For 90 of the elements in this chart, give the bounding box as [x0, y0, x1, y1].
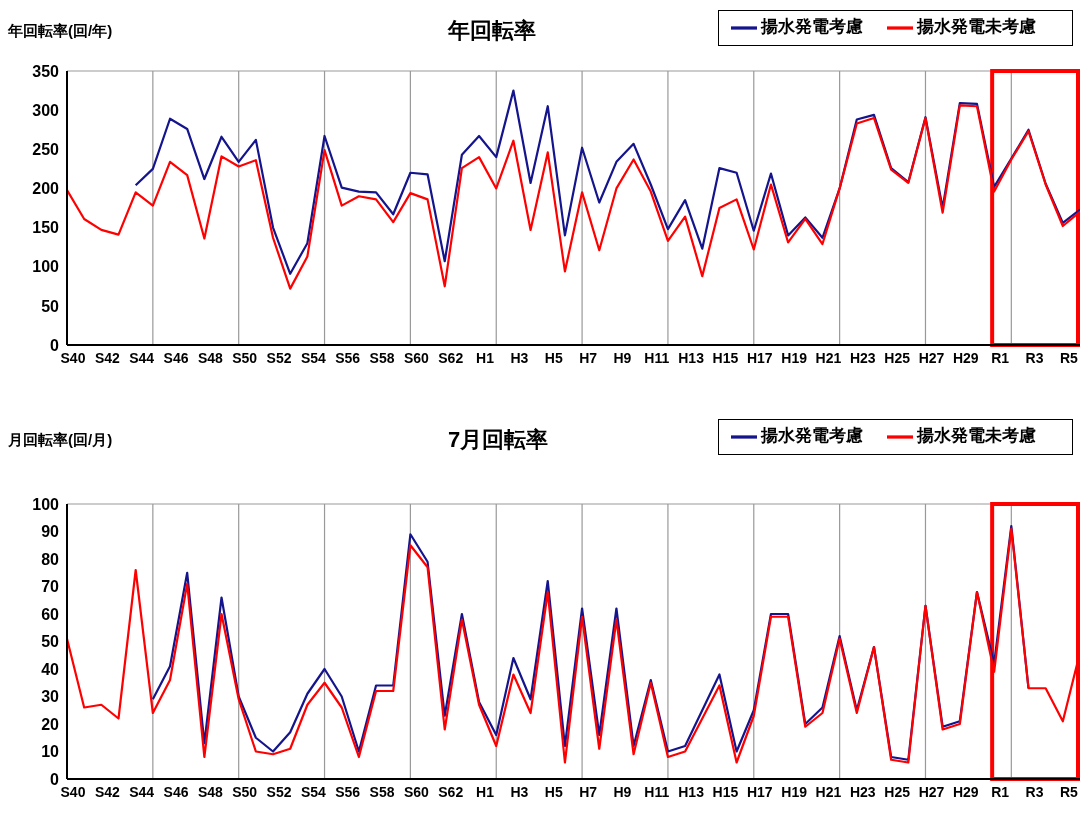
- x-tick-label: S46: [163, 783, 189, 800]
- x-tick-label: H23: [849, 783, 876, 800]
- chart-title: 7月回転率: [448, 426, 549, 454]
- y-axis-title: 年回転率(回/年): [8, 22, 113, 41]
- y-tick-label: 90: [41, 523, 60, 541]
- line-series: [134, 89, 1080, 275]
- x-tick-label: S42: [94, 349, 120, 366]
- x-tick-label: R3: [1025, 783, 1044, 800]
- x-tick-label: S56: [335, 783, 361, 800]
- x-tick-label: R1: [991, 783, 1010, 800]
- x-tick-label: S62: [438, 783, 464, 800]
- x-tick-label: H3: [510, 349, 529, 366]
- x-tick-label: H15: [712, 349, 739, 366]
- y-tick-label: 40: [41, 660, 60, 678]
- x-tick-label: R5: [1059, 349, 1078, 366]
- x-tick-label: R3: [1025, 349, 1044, 366]
- y-tick-label: 200: [32, 180, 60, 198]
- x-tick-label: H17: [746, 783, 773, 800]
- y-tick-label: 20: [41, 715, 60, 733]
- y-tick-label: 250: [32, 140, 60, 158]
- x-tick-label: R1: [991, 349, 1010, 366]
- y-tick-label: 70: [41, 578, 60, 596]
- x-tick-label: H27: [918, 349, 945, 366]
- x-tick-label: S58: [369, 783, 395, 800]
- x-tick-label: H9: [613, 349, 632, 366]
- x-tick-label: H29: [952, 783, 979, 800]
- x-tick-label: S56: [335, 349, 361, 366]
- legend-label: 揚水発電考慮: [761, 17, 863, 37]
- x-tick-label: S44: [129, 783, 155, 800]
- x-tick-label: S52: [266, 349, 292, 366]
- x-tick-label: H21: [815, 349, 842, 366]
- y-tick-label: 50: [41, 297, 60, 315]
- x-tick-label: S48: [197, 349, 224, 366]
- y-tick-label: 0: [50, 336, 60, 354]
- y-tick-label: 300: [32, 101, 60, 119]
- legend-label: 揚水発電考慮: [761, 426, 863, 446]
- x-tick-label: H1: [476, 349, 495, 366]
- x-tick-label: H19: [781, 349, 808, 366]
- x-tick-label: H29: [952, 349, 979, 366]
- x-tick-label: H3: [510, 783, 529, 800]
- x-tick-label: H7: [579, 783, 598, 800]
- x-tick-label: S50: [232, 349, 258, 366]
- x-tick-label: H25: [884, 349, 911, 366]
- x-tick-label: S46: [163, 349, 189, 366]
- y-tick-label: 100: [32, 495, 60, 513]
- y-tick-label: 0: [50, 770, 60, 788]
- y-tick-label: 60: [41, 605, 60, 623]
- x-tick-label: H17: [746, 349, 773, 366]
- x-tick-label: S58: [369, 349, 395, 366]
- x-tick-label: S50: [232, 783, 258, 800]
- x-tick-label: H11: [644, 349, 670, 366]
- x-tick-label: R5: [1059, 783, 1078, 800]
- x-tick-label: S62: [438, 349, 464, 366]
- x-tick-label: S40: [60, 783, 86, 800]
- x-tick-label: H5: [544, 349, 563, 366]
- x-tick-label: H11: [644, 783, 670, 800]
- x-tick-label: S54: [300, 349, 327, 366]
- x-tick-label: H25: [884, 783, 911, 800]
- x-tick-label: S42: [94, 783, 120, 800]
- x-tick-label: H23: [849, 349, 876, 366]
- legend-label: 揚水発電未考慮: [917, 426, 1036, 446]
- y-tick-label: 150: [32, 219, 60, 237]
- x-tick-label: S60: [403, 783, 430, 800]
- x-tick-label: S54: [300, 783, 327, 800]
- x-tick-label: S40: [60, 349, 86, 366]
- y-tick-label: 30: [41, 688, 60, 706]
- x-tick-label: S52: [266, 783, 292, 800]
- x-tick-label: H27: [918, 783, 945, 800]
- x-tick-label: H19: [781, 783, 808, 800]
- x-tick-label: H1: [476, 783, 495, 800]
- x-tick-label: S48: [197, 783, 224, 800]
- line-series: [151, 524, 1030, 761]
- line-series: [67, 104, 1080, 290]
- x-tick-label: H15: [712, 783, 739, 800]
- x-tick-label: H21: [815, 783, 842, 800]
- legend-label: 揚水発電未考慮: [917, 17, 1036, 37]
- y-tick-label: 80: [41, 550, 60, 568]
- y-tick-label: 100: [32, 258, 60, 276]
- y-tick-label: 10: [41, 743, 60, 761]
- x-tick-label: H9: [613, 783, 632, 800]
- x-tick-label: H13: [678, 783, 705, 800]
- x-tick-label: H5: [544, 783, 563, 800]
- x-tick-label: S44: [129, 349, 155, 366]
- chart-title: 年回転率: [448, 17, 536, 45]
- x-tick-label: H13: [678, 349, 705, 366]
- y-axis-title: 月回転率(回/月): [8, 431, 113, 450]
- x-tick-label: S60: [403, 349, 430, 366]
- y-tick-label: 350: [32, 62, 60, 80]
- x-tick-label: H7: [579, 349, 598, 366]
- y-tick-label: 50: [41, 633, 60, 651]
